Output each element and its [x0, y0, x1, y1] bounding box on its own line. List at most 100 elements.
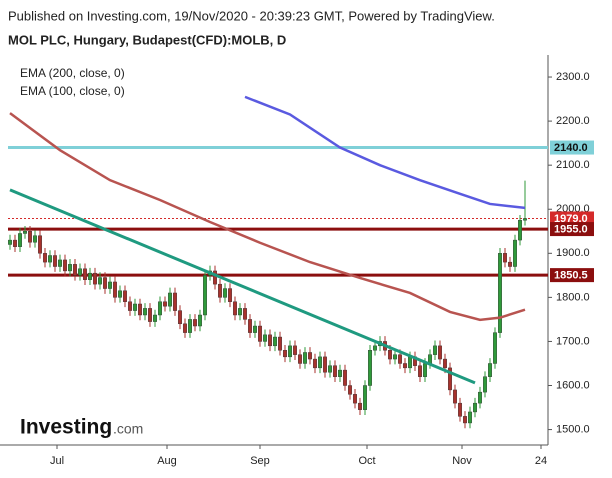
candle-body — [127, 301, 132, 311]
price-label: 1979.0 — [554, 213, 588, 225]
candle-body — [237, 308, 242, 316]
candle-body — [167, 292, 172, 307]
candle-body — [368, 350, 373, 386]
price-label-box — [550, 222, 594, 237]
candle-body — [72, 264, 77, 276]
candle-body — [192, 319, 197, 327]
ema-line — [244, 95, 526, 210]
candle-body — [288, 345, 293, 358]
y-tick-label: 1900.0 — [556, 247, 590, 259]
candle-body — [67, 264, 72, 272]
candle-body — [247, 319, 252, 333]
candle-body — [488, 363, 493, 377]
candle-body — [473, 402, 478, 413]
candle-body — [117, 290, 122, 298]
candle-body — [523, 218, 528, 221]
candle-body — [418, 365, 423, 377]
candle-body — [348, 385, 353, 395]
candle-body — [217, 283, 222, 298]
price-label: 1955.0 — [554, 223, 588, 235]
candle-body — [283, 350, 288, 358]
price-label-box — [550, 268, 594, 283]
candle-body — [303, 352, 308, 364]
candle-body — [102, 277, 107, 289]
y-tick-label: 1600.0 — [556, 379, 590, 391]
candle-body — [328, 365, 333, 373]
instrument-title: MOL PLC, Hungary, Budapest(CFD):MOLB, D — [8, 32, 286, 47]
candle-body — [343, 369, 348, 386]
candle-body — [518, 220, 523, 241]
candle-body — [38, 235, 43, 254]
candle-body — [12, 239, 17, 247]
candle-body — [157, 301, 162, 316]
candle-body — [338, 369, 343, 377]
candle-body — [493, 332, 498, 364]
candle-body — [333, 365, 338, 377]
candle-body — [308, 352, 313, 360]
candle-body — [268, 334, 273, 347]
x-tick-label: Nov — [452, 455, 472, 467]
candle-body — [258, 325, 263, 342]
candle-body — [172, 292, 177, 311]
x-tick-label: Sep — [250, 455, 270, 467]
candle-body — [483, 376, 488, 393]
candle-body — [112, 281, 117, 298]
candle-body — [443, 358, 448, 369]
candle-body — [498, 253, 503, 333]
candle-body — [23, 231, 28, 234]
x-tick-label: 24 — [535, 455, 547, 467]
legend-entry: EMA (200, close, 0) — [20, 66, 125, 80]
y-tick-label: 2200.0 — [556, 115, 590, 127]
candle-body — [162, 301, 167, 307]
candle-body — [137, 303, 142, 316]
candle-body — [403, 363, 408, 369]
price-label: 2140.0 — [554, 142, 588, 154]
y-tick-label: 1700.0 — [556, 335, 590, 347]
candle-body — [318, 356, 323, 369]
candle-body — [263, 334, 268, 342]
candle-body — [18, 233, 23, 247]
candle-body — [48, 255, 53, 263]
y-tick-label: 1500.0 — [556, 423, 590, 435]
candle-body — [152, 314, 157, 322]
candle-body — [107, 281, 112, 289]
y-tick-label: 2300.0 — [556, 71, 590, 83]
candle-body — [242, 308, 247, 320]
candle-body — [197, 314, 202, 327]
candle-body — [353, 394, 358, 404]
candle-body — [388, 350, 393, 360]
candle-body — [323, 356, 328, 373]
candle-body — [453, 389, 458, 404]
candle-body — [468, 411, 473, 424]
candle-body — [398, 354, 403, 364]
candle-body — [232, 301, 237, 316]
candle-body — [478, 391, 483, 404]
candle-body — [252, 325, 257, 333]
candle-body — [273, 336, 278, 347]
ema-line — [9, 112, 526, 322]
candle-body — [293, 345, 298, 355]
candle-body — [393, 354, 398, 360]
price-label-box — [550, 140, 594, 155]
candle-body — [408, 356, 413, 369]
y-tick-label: 1800.0 — [556, 291, 590, 303]
published-note: Published on Investing.com, 19/Nov/2020 … — [8, 8, 495, 23]
candle-body — [33, 235, 38, 243]
candle-body — [373, 345, 378, 351]
candle-body — [177, 310, 182, 325]
x-tick-label: Aug — [157, 455, 177, 467]
candle-body — [92, 272, 97, 285]
price-label-box — [550, 211, 594, 226]
x-tick-label: Jul — [50, 455, 64, 467]
legend-entry: EMA (100, close, 0) — [20, 84, 125, 98]
candle-body — [132, 303, 137, 311]
candle-body — [63, 259, 68, 272]
candle-body — [147, 308, 152, 322]
candle-body — [43, 253, 48, 263]
candle-body — [448, 367, 453, 391]
candle-body — [212, 270, 217, 285]
candle-body — [77, 268, 82, 276]
candle-body — [508, 261, 513, 267]
